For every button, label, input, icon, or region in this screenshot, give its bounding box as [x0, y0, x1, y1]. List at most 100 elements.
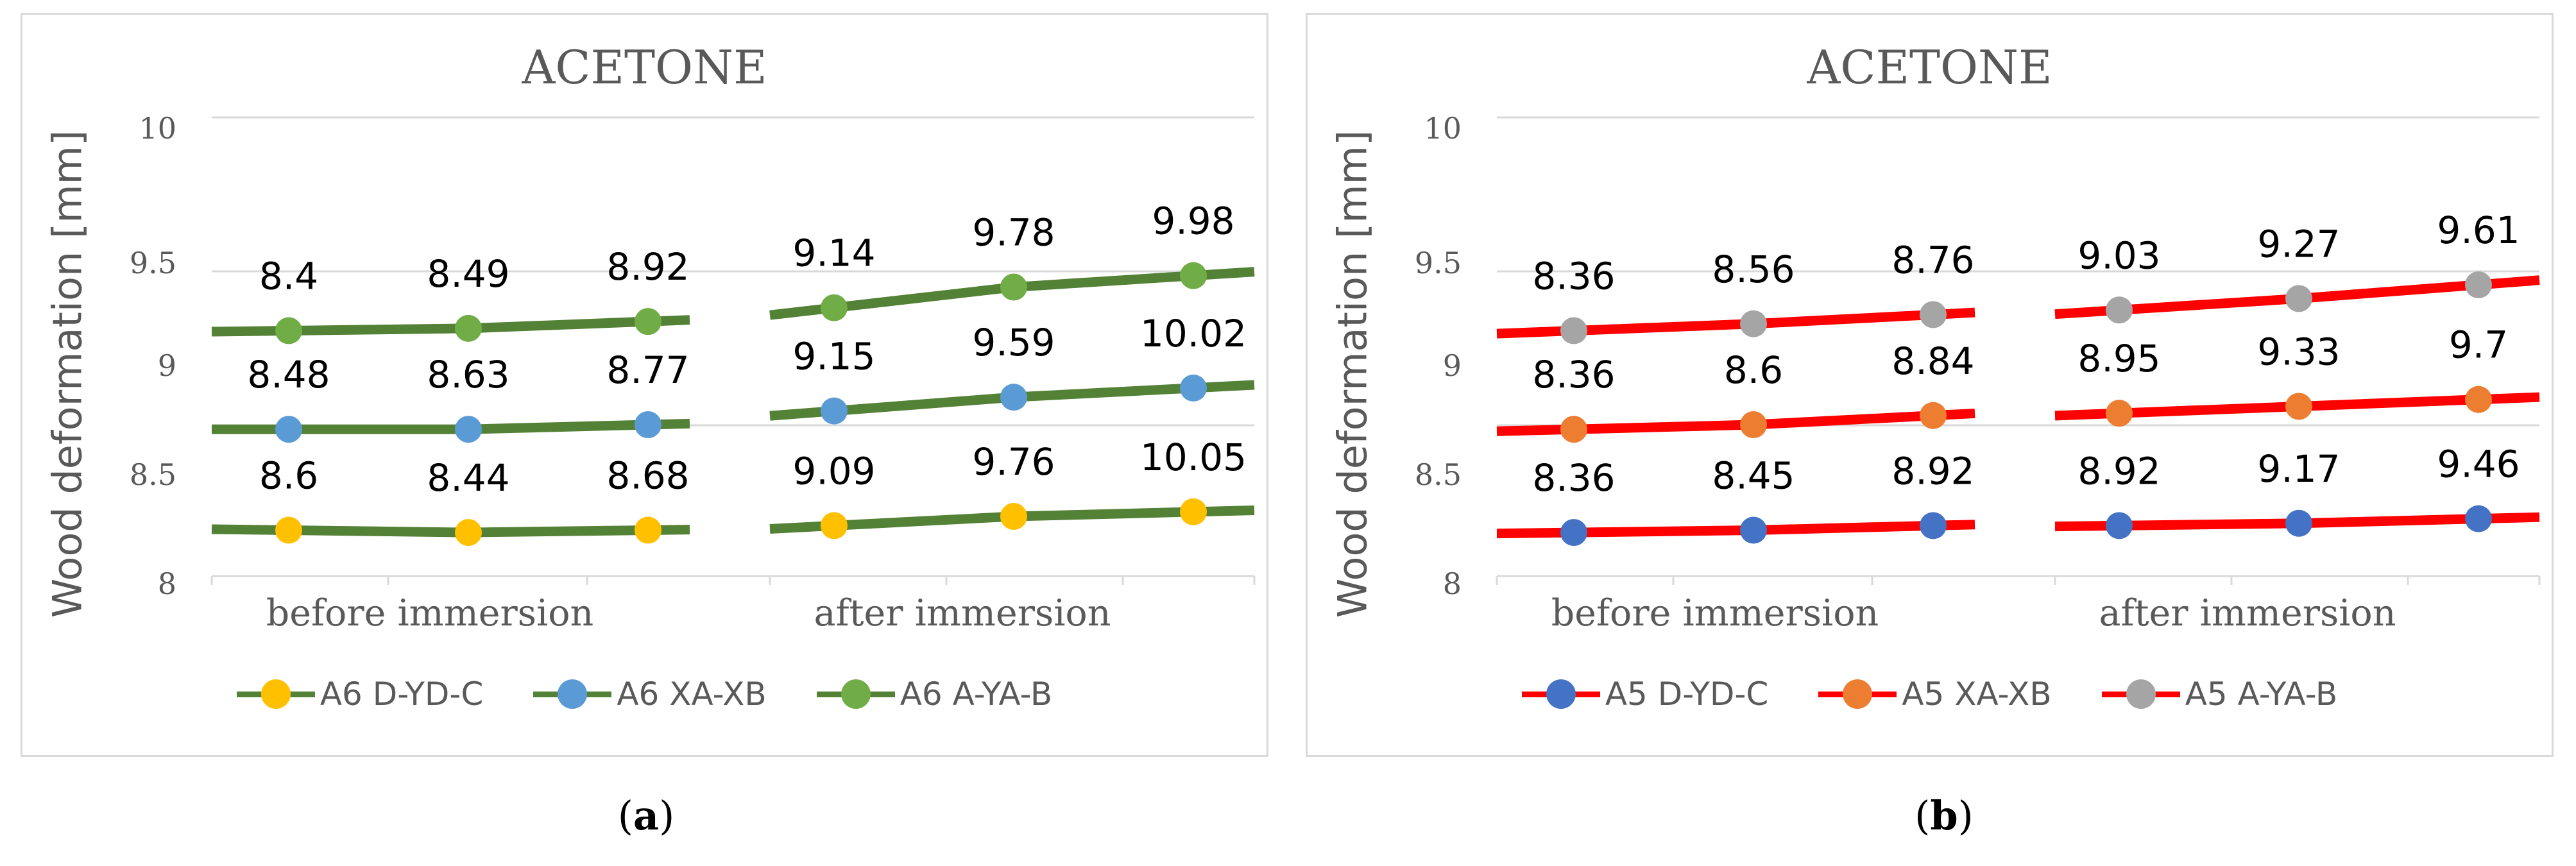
data-label: 8.36 — [1532, 254, 1615, 298]
data-point — [821, 294, 848, 321]
data-label: 9.33 — [2257, 330, 2340, 373]
data-label: 10.02 — [1140, 312, 1247, 355]
legend-item: A6 A-YA-B — [816, 675, 1053, 713]
plot-area-a: 8.6 8.44 8.68 9.09 9.76 10.05 8.48 8.63 8.77 9.15… — [210, 116, 1256, 585]
legend-item: A5 A-YA-B — [2101, 675, 2338, 713]
legend-label: A5 D-YD-C — [1605, 675, 1769, 713]
y-tick-label: 8.5 — [1414, 457, 1462, 492]
data-point — [1920, 402, 1947, 429]
legend: A6 D-YD-C A6 XA-XB A6 A-YA-B — [22, 675, 1267, 713]
y-tick-label: 9 — [1442, 348, 1462, 383]
data-point — [455, 519, 482, 547]
data-point — [2106, 296, 2133, 324]
legend: A5 D-YD-C A5 XA-XB A5 A-YA-B — [1308, 675, 2552, 713]
data-point — [1180, 498, 1207, 525]
data-label: 8.36 — [1532, 456, 1615, 500]
data-label: 8.56 — [1712, 248, 1795, 291]
legend-marker — [816, 679, 895, 709]
category-label-after: after immersion — [814, 592, 1111, 634]
data-point — [635, 516, 661, 544]
data-point — [635, 308, 661, 335]
chart-title: ACETONE — [1807, 40, 2052, 94]
data-label: 9.09 — [792, 449, 875, 493]
legend-label: A5 A-YA-B — [2185, 675, 2338, 713]
data-label: 8.92 — [1891, 449, 1974, 493]
chart-title: ACETONE — [522, 40, 767, 94]
data-label: 9.17 — [2257, 447, 2340, 491]
chart-panel-a: 8.6 8.44 8.68 9.09 9.76 10.05 8.48 8.63 8.77 9.15… — [21, 13, 1268, 757]
y-tick-label: 8 — [1442, 566, 1462, 601]
data-point — [1000, 384, 1027, 411]
y-tick-label: 8 — [157, 566, 176, 601]
category-label-before: before immersion — [1551, 592, 1879, 634]
data-point — [275, 317, 302, 344]
data-label: 9.59 — [972, 321, 1055, 364]
legend-item: A5 XA-XB — [1818, 675, 2052, 713]
y-axis-label: Wood deformation [mm] — [44, 130, 91, 618]
data-point — [2106, 512, 2133, 539]
y-tick-label: 9 — [157, 348, 176, 383]
data-point — [455, 416, 482, 443]
data-label: 9.61 — [2437, 208, 2520, 252]
data-label: 8.84 — [1891, 339, 1974, 383]
y-tick-label: 8.5 — [129, 457, 176, 492]
data-point — [275, 516, 302, 544]
data-label: 8.44 — [427, 456, 509, 500]
data-label: 8.6 — [1724, 348, 1783, 392]
legend-item: A6 XA-XB — [533, 675, 767, 713]
data-point — [2465, 505, 2492, 532]
data-point — [455, 314, 482, 342]
data-point — [821, 397, 848, 425]
data-label: 8.4 — [259, 254, 318, 298]
panel-label-a: (a) — [617, 792, 675, 839]
data-point — [635, 411, 661, 439]
legend-label: A6 XA-XB — [617, 675, 767, 713]
data-label: 8.95 — [2077, 337, 2160, 380]
category-label-after: after immersion — [2099, 592, 2396, 634]
data-point — [1740, 310, 1767, 337]
data-label: 8.49 — [427, 252, 509, 296]
data-label: 8.6 — [259, 454, 318, 498]
data-label: 8.92 — [2077, 449, 2160, 493]
data-point — [1560, 416, 1587, 443]
legend-marker — [236, 679, 315, 709]
data-point — [821, 512, 848, 539]
data-label: 9.14 — [792, 232, 875, 275]
data-label: 9.76 — [972, 440, 1055, 484]
legend-label: A6 A-YA-B — [900, 675, 1053, 713]
plot-area-b: 8.36 8.45 8.92 8.92 9.17 9.46 8.36 8.6 8.84 8.95 9… — [1496, 116, 2541, 585]
data-point — [1920, 301, 1947, 328]
y-tick-label: 10 — [1424, 111, 1462, 146]
data-label: 9.7 — [2449, 323, 2508, 367]
legend-item: A6 D-YD-C — [236, 675, 484, 713]
data-label: 9.98 — [1152, 200, 1234, 243]
data-point — [2465, 386, 2492, 413]
data-label: 10.05 — [1140, 436, 1247, 479]
data-label: 8.36 — [1532, 353, 1615, 396]
data-point — [2106, 400, 2133, 427]
data-label: 8.68 — [606, 454, 689, 498]
data-label: 8.92 — [606, 245, 689, 289]
legend-marker — [1818, 679, 1897, 709]
data-label: 9.03 — [2077, 233, 2160, 277]
data-point — [1180, 262, 1207, 289]
y-tick-label: 10 — [139, 111, 176, 146]
data-label: 8.45 — [1712, 454, 1795, 498]
data-point — [1740, 516, 1767, 544]
data-point — [1740, 411, 1767, 439]
data-point — [275, 416, 302, 443]
category-label-before: before immersion — [266, 592, 594, 634]
legend-label: A6 D-YD-C — [320, 675, 484, 713]
data-label: 8.63 — [427, 353, 509, 396]
data-label: 8.48 — [247, 353, 330, 396]
data-point — [2465, 271, 2492, 298]
data-point — [1920, 512, 1947, 539]
panel-label-b: (b) — [1915, 792, 1974, 839]
data-point — [1000, 503, 1027, 531]
data-point — [1000, 273, 1027, 301]
data-label: 9.27 — [2257, 222, 2340, 266]
legend-marker — [2101, 679, 2180, 709]
data-point — [1560, 519, 1587, 547]
data-point — [1180, 374, 1207, 402]
y-tick-label: 9.5 — [129, 246, 176, 280]
